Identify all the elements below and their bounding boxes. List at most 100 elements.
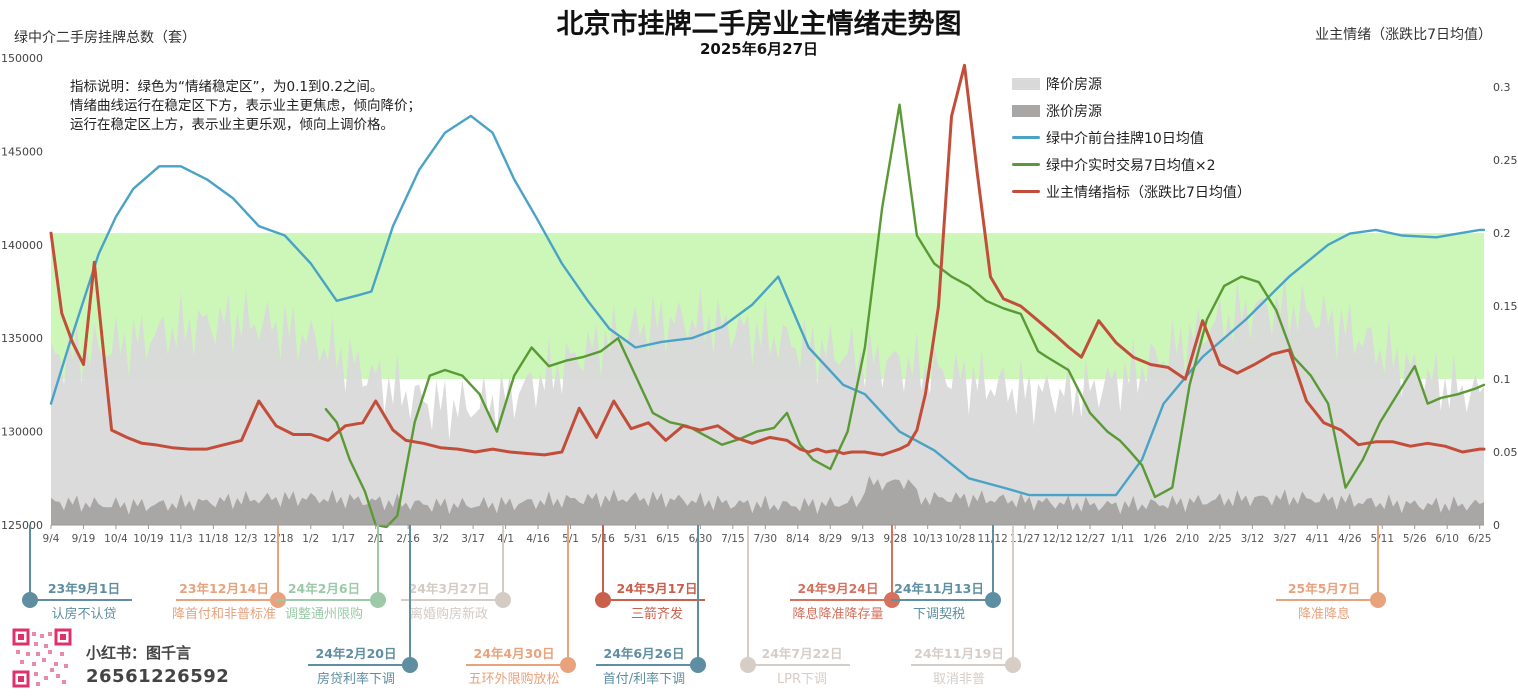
event-dot [595,592,611,608]
x-tick-label: 7/15 [721,533,745,545]
chart-legend: 降价房源 涨价房源 绿中介前台挂牌10日均值 绿中介实时交易7日均值×2 业主情… [1012,70,1251,205]
indicator-note: 指标说明：绿色为“情绪稳定区”，为0.1到0.2之间。 情绪曲线运行在稳定区下方… [70,78,421,135]
x-tick-label: 9/4 [43,533,60,545]
policy-event: 24年7月22日 LPR下调 [740,525,850,687]
qr-code-icon [12,628,72,688]
event-label: 认房不认贷 [51,606,116,622]
event-dot [985,592,1001,608]
legend-label: 绿中介实时交易7日均值×2 [1046,157,1216,174]
event-label: 降准降息 [1298,606,1350,622]
note-line: 运行在稳定区上方，表示业主更乐观，倾向上调价格。 [70,117,394,133]
event-label: 五环外限购放松 [468,671,559,687]
x-tick-label: 5/11 [1370,533,1394,545]
x-tick-label: 4/26 [1338,533,1362,545]
legend-item-sentiment: 业主情绪指标（涨跌比7日均值） [1012,178,1251,205]
x-tick-label: 10/28 [945,533,975,545]
x-tick-label: 3/12 [1241,533,1265,545]
x-tick-label: 6/10 [1435,533,1459,545]
left-tick-label: 135000 [1,332,43,345]
event-dot [1005,657,1021,673]
x-tick-label: 5/31 [624,533,648,545]
x-tick-label: 7/30 [754,533,778,545]
x-tick-label: 9/19 [72,533,96,545]
x-tick-label: 1/17 [331,533,355,545]
event-label: 房贷利率下调 [317,671,395,687]
brand-name: 小红书：图千言 [86,644,192,662]
chart-subtitle: 2025年6月27日 [700,40,818,58]
event-label: 三箭齐发 [631,606,683,622]
left-tick-label: 150000 [1,52,43,65]
legend-swatch [1012,190,1040,193]
x-tick-label: 1/11 [1111,533,1135,545]
left-axis-title: 绿中介二手房挂牌总数（套） [14,29,196,46]
note-line: 情绪曲线运行在稳定区下方，表示业主更焦虑，倾向降价； [70,98,421,114]
event-date: 24年6月26日 [604,646,685,661]
x-tick-label: 12/12 [1042,533,1072,545]
event-label: 降首付和非普标准 [172,607,276,622]
listings-line [49,114,1486,497]
legend-label: 降价房源 [1046,76,1102,93]
x-tick-label: 6/15 [656,533,680,545]
event-date: 23年12月14日 [179,581,269,596]
x-tick-label: 5/26 [1403,533,1427,545]
event-label: 取消非普 [933,672,985,687]
left-tick-label: 145000 [1,145,43,158]
event-label: 降息降准降存量 [792,606,883,622]
plot-area [49,63,1486,529]
event-label: 调整通州限购 [285,606,363,622]
event-dot [690,657,706,673]
x-tick-label: 10/13 [913,533,943,545]
x-tick-label: 3/2 [432,533,449,545]
left-tick-label: 130000 [1,426,43,439]
legend-item-trades: 绿中介实时交易7日均值×2 [1012,151,1251,178]
right-tick-label: 0.25 [1493,154,1518,167]
x-tick-label: 2/16 [396,533,420,545]
x-tick-label: 4/1 [497,533,514,545]
left-tick-label: 140000 [1,239,43,252]
event-date: 24年11月13日 [894,581,984,596]
legend-item-down: 降价房源 [1012,70,1251,97]
event-date: 24年11月19日 [914,646,1004,661]
chart-title: 北京市挂牌二手房业主情绪走势图 [557,8,962,40]
event-dot [560,657,576,673]
event-date: 24年9月24日 [798,581,879,596]
legend-swatch [1012,163,1040,166]
x-tick-label: 4/11 [1306,533,1330,545]
legend-swatch [1012,77,1040,90]
event-dot [740,657,756,673]
right-tick-label: 0.2 [1493,227,1511,240]
x-tick-label: 4/16 [526,533,550,545]
event-date: 24年2月6日 [288,581,360,596]
x-tick-label: 8/14 [786,533,810,545]
event-date: 23年9月1日 [48,581,120,596]
x-tick-label: 6/25 [1468,533,1492,545]
legend-item-listings: 绿中介前台挂牌10日均值 [1012,124,1251,151]
legend-label: 业主情绪指标（涨跌比7日均值） [1046,184,1251,201]
x-tick-label: 2/1 [367,533,384,545]
right-tick-label: 0.1 [1493,373,1511,386]
trades-line [324,103,1486,529]
x-tick-label: 12/27 [1075,533,1105,545]
event-dot [495,592,511,608]
event-label: 首付/利率下调 [603,671,685,687]
event-dot [402,657,418,673]
x-tick-label: 10/19 [133,533,163,545]
x-tick-label: 12/3 [234,533,258,545]
event-date: 25年5月7日 [1288,581,1360,596]
legend-swatch [1012,136,1040,139]
event-label: 下调契税 [913,607,965,622]
legend-label: 绿中介前台挂牌10日均值 [1046,130,1204,147]
right-tick-label: 0.3 [1493,81,1511,94]
event-date: 24年5月17日 [617,581,698,596]
x-tick-label: 3/27 [1273,533,1297,545]
right-axis-title: 业主情绪（涨跌比7日均值） [1315,27,1492,43]
